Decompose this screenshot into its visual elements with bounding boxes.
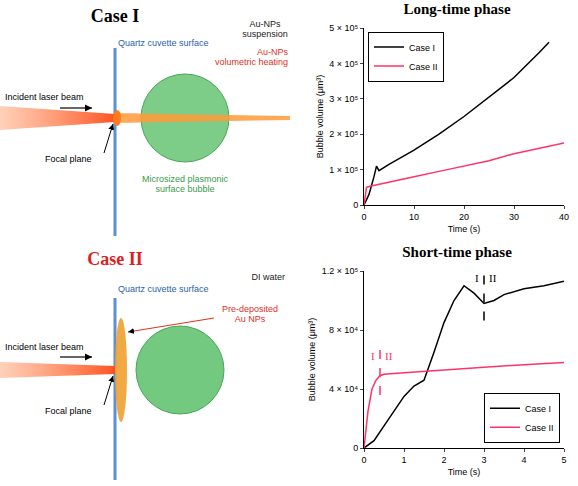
svg-text:Short-time phase: Short-time phase bbox=[402, 244, 512, 260]
svg-text:Bubble volume (μm³): Bubble volume (μm³) bbox=[315, 75, 325, 159]
svg-text:1.2 × 10⁵: 1.2 × 10⁵ bbox=[322, 266, 359, 276]
svg-text:8 × 10⁴: 8 × 10⁴ bbox=[329, 325, 358, 335]
svg-text:Time (s): Time (s) bbox=[448, 467, 481, 477]
svg-text:0: 0 bbox=[353, 200, 358, 210]
svg-text:5 × 10⁵: 5 × 10⁵ bbox=[329, 23, 358, 33]
svg-text:I: I bbox=[371, 350, 375, 362]
svg-text:II: II bbox=[385, 350, 393, 362]
svg-text:20: 20 bbox=[459, 212, 469, 222]
svg-text:30: 30 bbox=[509, 212, 519, 222]
svg-text:1: 1 bbox=[401, 455, 406, 465]
svg-text:Case I: Case I bbox=[525, 404, 551, 414]
svg-text:40: 40 bbox=[559, 212, 569, 222]
svg-text:Incident laser beam: Incident laser beam bbox=[5, 342, 84, 352]
svg-text:Focal plane: Focal plane bbox=[45, 406, 92, 416]
svg-text:Au-NPssuspension: Au-NPssuspension bbox=[242, 19, 288, 39]
svg-text:Case II: Case II bbox=[87, 249, 143, 269]
svg-text:5: 5 bbox=[561, 455, 566, 465]
svg-text:0: 0 bbox=[361, 455, 366, 465]
svg-text:Focal plane: Focal plane bbox=[45, 154, 92, 164]
svg-text:Pre-depositedAu NPs: Pre-depositedAu NPs bbox=[222, 304, 278, 324]
svg-text:Quartz cuvette surface: Quartz cuvette surface bbox=[118, 284, 209, 294]
svg-text:3: 3 bbox=[481, 455, 486, 465]
svg-text:10: 10 bbox=[409, 212, 419, 222]
svg-text:DI water: DI water bbox=[251, 272, 285, 282]
svg-text:Incident laser beam: Incident laser beam bbox=[5, 92, 84, 102]
svg-text:Case I: Case I bbox=[409, 43, 435, 53]
svg-text:1 × 10⁵: 1 × 10⁵ bbox=[329, 165, 358, 175]
svg-text:0: 0 bbox=[353, 443, 358, 453]
svg-text:2: 2 bbox=[441, 455, 446, 465]
svg-text:3 × 10⁵: 3 × 10⁵ bbox=[329, 94, 358, 104]
svg-text:0: 0 bbox=[361, 212, 366, 222]
svg-text:2 × 10⁵: 2 × 10⁵ bbox=[329, 129, 358, 139]
svg-text:Au-NPsvolumetric heating: Au-NPsvolumetric heating bbox=[215, 47, 289, 67]
svg-text:Quartz cuvette surface: Quartz cuvette surface bbox=[118, 38, 209, 48]
svg-text:I: I bbox=[475, 272, 479, 284]
svg-text:Bubble volume (μm³): Bubble volume (μm³) bbox=[307, 318, 317, 402]
svg-text:Long-time phase: Long-time phase bbox=[403, 1, 510, 17]
svg-text:4 × 10⁴: 4 × 10⁴ bbox=[329, 384, 358, 394]
svg-text:Case II: Case II bbox=[409, 62, 438, 72]
svg-text:4 × 10⁵: 4 × 10⁵ bbox=[329, 59, 358, 69]
svg-text:Case I: Case I bbox=[91, 6, 140, 26]
svg-text:Case II: Case II bbox=[525, 423, 554, 433]
svg-text:II: II bbox=[489, 272, 497, 284]
svg-text:Time (s): Time (s) bbox=[448, 224, 481, 234]
svg-text:Microsized plasmonicsurface bu: Microsized plasmonicsurface bubble bbox=[142, 174, 229, 194]
svg-text:4: 4 bbox=[521, 455, 526, 465]
